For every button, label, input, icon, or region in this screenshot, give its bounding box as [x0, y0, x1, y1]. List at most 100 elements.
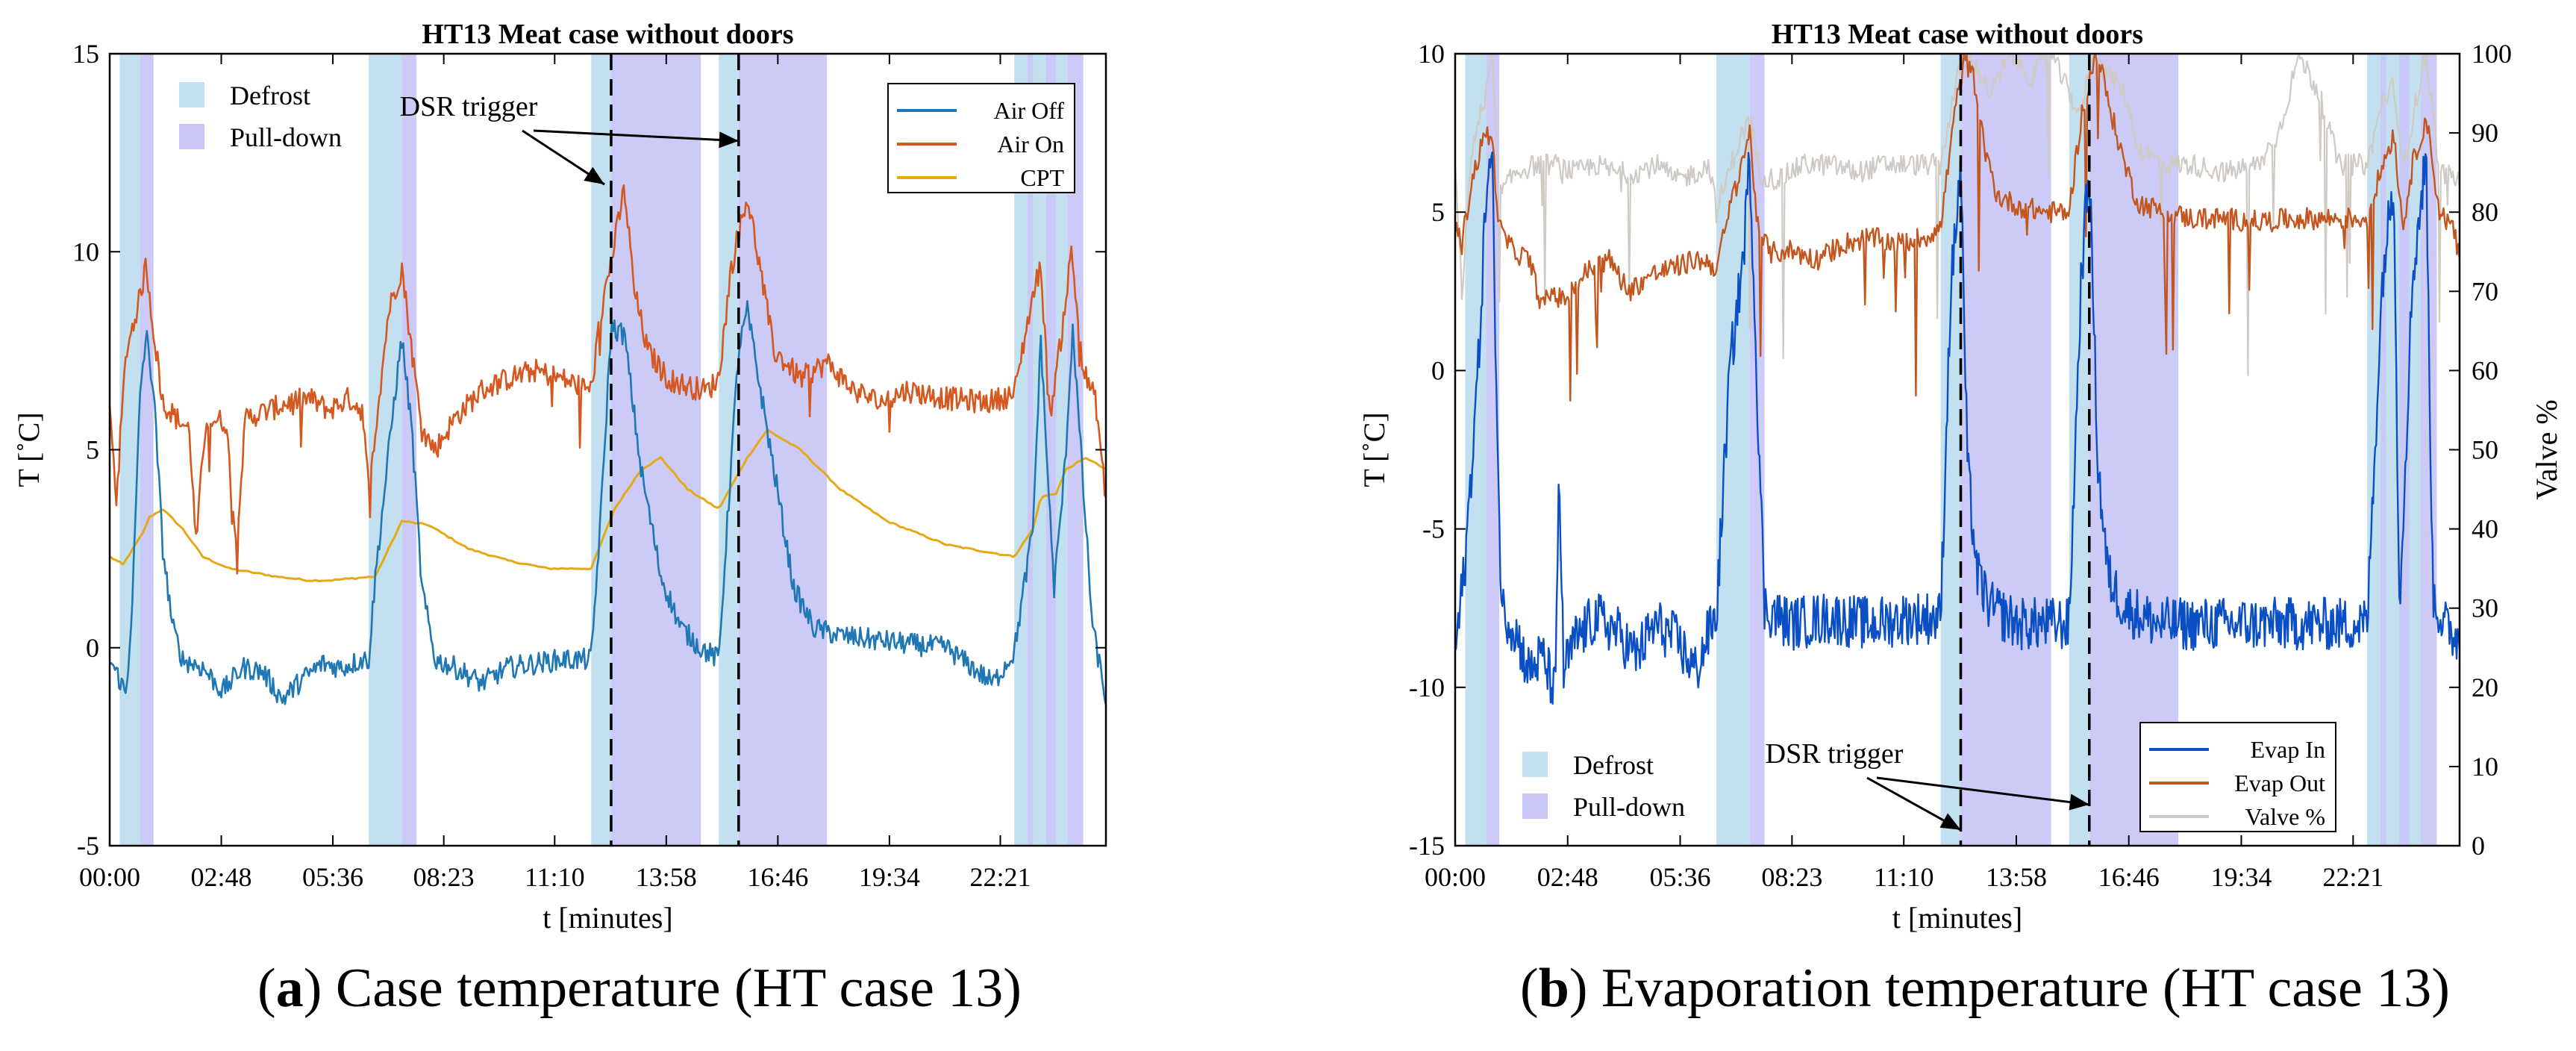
- legend-label-pulldown: Pull-down: [230, 122, 342, 152]
- y-tick-label: 10: [1418, 39, 1445, 69]
- pulldown-band: [1045, 54, 1057, 846]
- x-tick-label: 13:58: [1986, 862, 2047, 892]
- x-tick-label: 16:46: [747, 862, 808, 892]
- y-tick-label: 10: [72, 237, 99, 266]
- x-tick-label: 13:58: [636, 862, 697, 892]
- y-right-tick-label: 80: [2472, 197, 2498, 227]
- y-tick-label: 5: [86, 435, 99, 465]
- defrost-band: [1465, 54, 1486, 846]
- line-legend-box: [887, 83, 1075, 193]
- annotation-arrowhead: [584, 166, 605, 185]
- defrost-band: [591, 54, 611, 846]
- line-legend-box: [2139, 722, 2336, 832]
- legend-series-label: Air On: [997, 131, 1064, 158]
- pulldown-band: [2420, 54, 2437, 846]
- caption-a-text: Case temperature (HT case 13): [335, 958, 1022, 1019]
- legend-series-label: Evap Out: [2234, 770, 2325, 796]
- y-tick-label: 5: [1431, 197, 1445, 227]
- pulldown-band: [1486, 54, 1500, 846]
- legend-label-pulldown: Pull-down: [1573, 792, 1685, 822]
- y-right-tick-label: 40: [2472, 514, 2498, 544]
- series-line-air-on: [108, 184, 1107, 575]
- annotation-arrow: [533, 129, 739, 143]
- y-right-tick-label: 0: [2472, 831, 2485, 861]
- y-right-tick-label: 100: [2472, 39, 2512, 69]
- x-tick-label: 11:10: [1874, 862, 1934, 892]
- x-tick-label: 08:23: [1761, 862, 1822, 892]
- x-tick-label: 05:36: [302, 862, 363, 892]
- dsr-trigger-annotation: DSR trigger: [400, 91, 538, 122]
- x-tick-label: 02:48: [1537, 862, 1598, 892]
- annotation-arrow: [1876, 776, 2089, 806]
- y-right-tick-label: 50: [2472, 435, 2498, 465]
- pulldown-band: [610, 54, 701, 846]
- dsr-trigger-annotation: DSR trigger: [1766, 738, 1904, 770]
- caption-a: (a) Case temperature (HT case 13): [257, 958, 1022, 1019]
- y-right-tick-label: 30: [2472, 593, 2498, 623]
- legend-series-label: Air Off: [994, 97, 1065, 124]
- defrost-band: [1940, 54, 1961, 846]
- pulldown-band: [1027, 54, 1034, 846]
- chart-title: HT13 Meat case without doors: [422, 19, 793, 50]
- pulldown-band: [2380, 54, 2386, 846]
- y-tick-label: 0: [86, 633, 99, 663]
- defrost-band: [2367, 54, 2421, 846]
- pulldown-band: [2089, 54, 2179, 846]
- pulldown-band: [738, 54, 828, 846]
- legend-label-defrost: Defrost: [230, 81, 310, 110]
- y-tick-label: 15: [72, 39, 99, 69]
- y-axis-label: T [˚C]: [12, 412, 46, 487]
- y-right-axis-label: Valve %: [2530, 399, 2563, 499]
- caption-a-letter: a: [275, 958, 304, 1019]
- x-tick-label: 22:21: [969, 862, 1031, 892]
- x-tick-label: 02:48: [191, 862, 252, 892]
- legend-label-defrost: Defrost: [1573, 750, 1654, 780]
- y-right-tick-label: 20: [2472, 673, 2498, 702]
- x-tick-label: 00:00: [1425, 862, 1486, 892]
- y-tick-label: -15: [1409, 831, 1445, 861]
- x-tick-label: 00:00: [79, 862, 140, 892]
- x-axis-label: t [minutes]: [543, 901, 672, 935]
- x-tick-label: 08:23: [413, 862, 475, 892]
- caption-b-text: Evaporation temperature (HT case 13): [1601, 958, 2450, 1019]
- legend-series-label: Evap In: [2251, 736, 2325, 763]
- y-tick-label: -10: [1409, 673, 1445, 702]
- series-line-cpt: [109, 428, 1107, 583]
- annotation-arrowhead: [1939, 813, 1961, 830]
- legend-series-label: Valve %: [2245, 803, 2325, 830]
- x-axis-label: t [minutes]: [1892, 901, 2022, 935]
- legend-swatch-defrost: [179, 82, 204, 107]
- y-right-tick-label: 90: [2472, 118, 2498, 148]
- y-right-tick-label: 10: [2472, 752, 2498, 782]
- defrost-band: [119, 54, 140, 846]
- x-tick-label: 19:34: [2210, 862, 2272, 892]
- series-line-evap-in: [1454, 151, 2461, 705]
- panel-a-plot: 00:00 02:48 05:36 08:23 11:10 13:58 16:46 19:34…: [12, 19, 1107, 935]
- pulldown-band: [2399, 54, 2410, 846]
- y-tick-label: -5: [77, 831, 99, 861]
- caption-b-letter: b: [1538, 958, 1569, 1019]
- y-right-tick-label: 70: [2472, 276, 2498, 306]
- annotation-arrowhead: [2069, 793, 2089, 811]
- y-axis-label: T [˚C]: [1357, 412, 1391, 487]
- pulldown-band: [1960, 54, 2051, 846]
- legend-swatch-defrost: [1522, 752, 1548, 777]
- y-tick-label: -5: [1422, 514, 1445, 544]
- y-right-tick-label: 60: [2472, 355, 2498, 385]
- chart-title: HT13 Meat case without doors: [1772, 19, 2143, 50]
- pulldown-band: [140, 54, 154, 846]
- x-tick-label: 22:21: [2322, 862, 2383, 892]
- legend-swatch-pulldown: [1522, 793, 1548, 819]
- annotation-arrowhead: [719, 131, 739, 149]
- series-line-evap-out: [1454, 52, 2461, 402]
- series-line-valve-: [1454, 52, 2461, 376]
- legend-series-label: CPT: [1020, 164, 1064, 191]
- x-tick-label: 19:34: [859, 862, 920, 892]
- caption-b: (b) Evaporation temperature (HT case 13): [1520, 958, 2450, 1019]
- x-tick-label: 16:46: [2098, 862, 2160, 892]
- defrost-band: [719, 54, 739, 846]
- defrost-band: [1716, 54, 1750, 846]
- panel-b-plot: 00:00 02:48 05:36 08:23 11:10 13:58 16:46 19:34…: [1357, 19, 2563, 935]
- pulldown-band: [401, 54, 417, 846]
